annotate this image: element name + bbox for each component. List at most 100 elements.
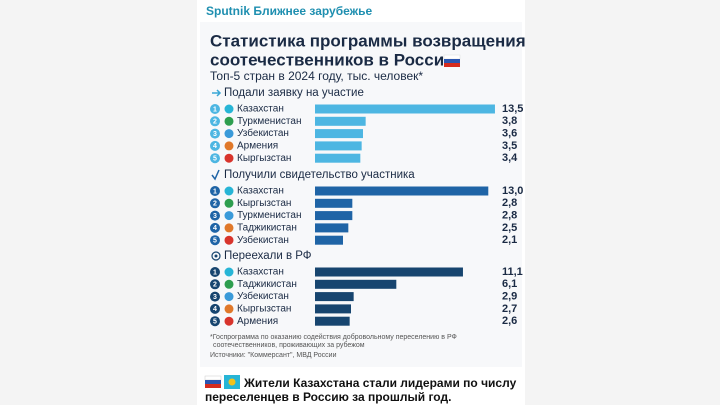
rank-badge — [210, 279, 220, 290]
category-label: Таджикистан — [237, 279, 297, 290]
country-flag — [224, 141, 234, 151]
category-label: Узбекистан — [237, 127, 289, 139]
category-label: Узбекистан — [237, 290, 289, 302]
value-label: 11,1 — [502, 266, 523, 278]
rank: 2 — [213, 282, 217, 289]
rank-badge — [210, 303, 220, 314]
rank: 4 — [213, 306, 217, 313]
value-label: 2,6 — [502, 315, 517, 327]
rank-badge — [210, 291, 220, 302]
bar — [315, 292, 354, 302]
source: Источники: "Коммерсант", МВД России — [210, 352, 337, 359]
country-flag — [224, 223, 234, 233]
rank: 3 — [213, 294, 217, 301]
section-title: Подали заявку на участие — [224, 87, 364, 99]
category-label: Кыргызстан — [237, 153, 291, 164]
rank: 1 — [213, 106, 217, 113]
bar — [315, 198, 353, 208]
rank-badge — [210, 186, 220, 196]
bar — [315, 211, 353, 221]
bar — [315, 104, 495, 114]
rank-badge — [210, 116, 220, 127]
rank: 2 — [213, 201, 217, 208]
section-icon — [211, 169, 220, 181]
country-flag — [224, 186, 234, 196]
bar — [315, 304, 351, 314]
title-line: Статистика программы возвращения — [210, 31, 526, 50]
country-flag — [224, 104, 234, 114]
section-title: Переехали в РФ — [224, 250, 312, 262]
category-label: Казахстан — [237, 267, 284, 278]
rank: 4 — [213, 225, 217, 232]
section-icon — [211, 251, 221, 261]
rank-badge — [210, 198, 220, 209]
value-label: 2,5 — [502, 222, 517, 234]
category-label: Казахстан — [237, 186, 284, 197]
country-flag — [224, 316, 234, 326]
value-label: 2,9 — [502, 291, 517, 303]
post-icons — [204, 375, 240, 389]
section-icon — [214, 254, 218, 258]
category-label: Таджикистан — [237, 223, 297, 234]
subtitle: Топ-5 стран в 2024 году, тыс. человек* — [210, 69, 423, 83]
category-label: Армения — [237, 316, 278, 327]
country-flag — [224, 198, 234, 208]
category-label: Узбекистан — [237, 234, 289, 246]
russia-flag — [443, 54, 461, 67]
post-text: переселенцев в Россию за прошлый год. — [205, 390, 451, 404]
rank: 1 — [213, 188, 217, 195]
value-label: 3,5 — [502, 140, 517, 152]
value-label: 6,1 — [502, 278, 517, 290]
value-label: 13,0 — [502, 185, 523, 197]
rank-badge — [210, 153, 220, 164]
country-flag — [224, 279, 234, 289]
rank-badge — [210, 235, 220, 246]
section-title: Получили свидетельство участника — [224, 169, 415, 181]
bar — [315, 279, 397, 289]
category-label: Кыргызстан — [237, 198, 291, 209]
country-flag — [224, 267, 234, 277]
country-flag — [224, 153, 234, 163]
country-flag — [224, 304, 234, 314]
category-label: Туркменистан — [237, 116, 301, 127]
bar — [315, 186, 489, 196]
title-line: соотечественников в Россию — [210, 50, 459, 69]
footnote: соотечественников, проживающих за рубежо… — [213, 341, 365, 349]
bar — [315, 141, 362, 151]
category-label: Туркменистан — [237, 210, 301, 221]
country-flag — [224, 235, 234, 245]
rank-badge — [210, 140, 220, 151]
rank: 1 — [213, 269, 217, 276]
rank: 3 — [213, 131, 217, 138]
bar — [315, 116, 366, 126]
channel-name[interactable]: Sputnik Ближнее зарубежье — [206, 4, 373, 18]
rank: 5 — [213, 319, 217, 326]
post-text: Жители Казахстана стали лидерами по числ… — [243, 376, 517, 390]
country-flag — [224, 129, 234, 139]
category-label: Казахстан — [237, 104, 284, 115]
rank: 5 — [213, 156, 217, 163]
value-label: 3,4 — [502, 152, 518, 164]
value-label: 2,8 — [502, 197, 517, 209]
category-label: Кыргызстан — [237, 304, 291, 315]
bar — [315, 267, 463, 277]
value-label: 2,7 — [502, 303, 517, 315]
bar — [315, 153, 361, 163]
country-flag — [224, 211, 234, 221]
rank-badge — [210, 210, 220, 221]
bar — [315, 129, 363, 139]
rank: 4 — [213, 143, 217, 150]
bar — [315, 223, 349, 233]
section-icon — [212, 89, 222, 97]
rank-badge — [210, 316, 220, 327]
value-label: 3,6 — [502, 128, 517, 140]
country-flag — [224, 116, 234, 126]
value-label: 2,1 — [502, 234, 517, 246]
rank-badge — [210, 267, 220, 277]
country-flag — [224, 292, 234, 302]
bar — [315, 316, 350, 326]
rank: 3 — [213, 213, 217, 220]
value-label: 3,8 — [502, 115, 517, 127]
category-label: Армения — [237, 141, 278, 152]
